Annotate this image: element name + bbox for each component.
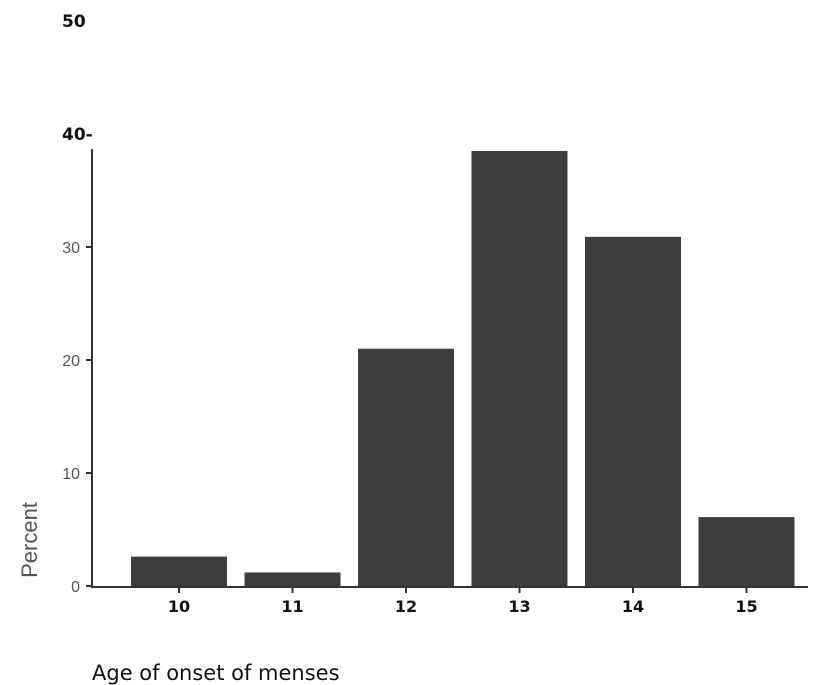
y-tick-label-10: 10	[62, 466, 80, 483]
y-ticks-group: 0 10 20 30	[62, 240, 92, 596]
x-tick-label-12: 12	[395, 597, 417, 616]
y-axis-label: Percent	[17, 502, 42, 578]
x-ticks-group: 10 11 12 13 14 15	[168, 587, 758, 616]
x-axis-label: Age of onset of menses	[92, 661, 340, 685]
y-tick-label-30: 30	[62, 240, 80, 257]
y-tick-label-20: 20	[62, 353, 80, 370]
x-tick-label-14: 14	[622, 597, 644, 616]
bar-age-14	[585, 236, 681, 586]
bar-age-10	[131, 556, 227, 586]
bar-age-11	[244, 572, 341, 586]
y-tick-label-40: 40-	[62, 125, 93, 145]
bar-age-15	[698, 517, 795, 586]
x-tick-label-10: 10	[168, 597, 190, 616]
bars-group	[131, 150, 795, 586]
y-tick-label-50: 50	[62, 12, 86, 32]
y-tick-label-0: 0	[71, 579, 80, 596]
bar-age-12	[358, 348, 454, 586]
bar-age-13	[471, 150, 568, 586]
x-tick-label-13: 13	[508, 597, 530, 616]
x-tick-label-15: 15	[735, 597, 757, 616]
x-tick-label-11: 11	[281, 597, 303, 616]
